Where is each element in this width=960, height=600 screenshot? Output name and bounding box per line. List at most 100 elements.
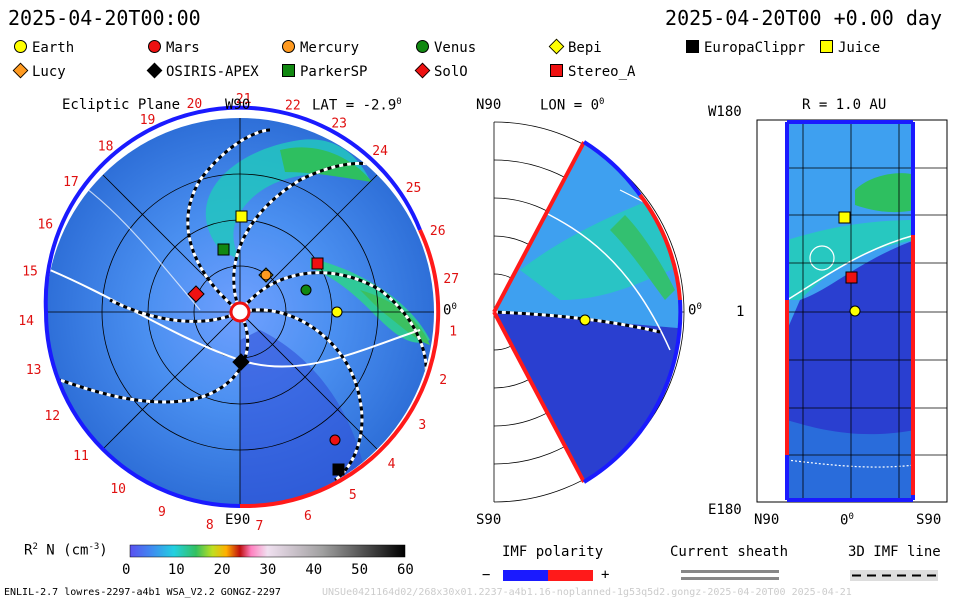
carrington-label: 2 — [439, 373, 447, 388]
ecliptic-right-label: 00 — [443, 302, 457, 319]
meridional-plane-plot — [492, 121, 685, 503]
square-icon — [550, 64, 563, 77]
legend-label: Mars — [166, 40, 200, 56]
legend-item-europaclippr: EuropaClippr — [686, 40, 805, 56]
legend-item-osiris-apex: OSIRIS-APEX — [146, 62, 259, 80]
imf-negative-swatch — [503, 570, 548, 581]
current-sheath-title: Current sheath — [670, 544, 789, 560]
carrington-label: 10 — [110, 482, 126, 497]
juice-marker — [235, 210, 248, 223]
meridional-bottom-label: S90 — [476, 512, 502, 528]
legend-label: Juice — [838, 40, 881, 56]
meridional-top-label: N90 — [476, 97, 502, 113]
carrington-label: 1 — [449, 325, 457, 340]
circle-icon — [14, 40, 27, 53]
meridional-right-label: 00 — [688, 302, 702, 319]
latlon-bottom-left: E180 — [708, 502, 742, 518]
carrington-label: 16 — [37, 217, 53, 232]
carrington-label: 9 — [158, 505, 166, 520]
carrington-label: 12 — [44, 409, 60, 424]
colorbar-tick: 10 — [167, 562, 185, 578]
legend-item-stereo-a: Stereo_A — [550, 64, 635, 80]
earth-marker-meridional — [579, 314, 591, 326]
carrington-label: 24 — [372, 144, 388, 159]
carrington-label: 25 — [406, 181, 422, 196]
model-info: ENLIL-2.7 lowres-2297-a4b1 WSA_V2.2 GONG… — [4, 587, 281, 598]
legend-label: Mercury — [300, 40, 360, 56]
carrington-label: 27 — [443, 272, 459, 287]
carrington-label: 8 — [206, 518, 214, 533]
colorbar-tick: 20 — [213, 562, 231, 578]
legend-item-solo: SolO — [414, 62, 468, 80]
parker-marker — [217, 243, 230, 256]
meridional-title: LON = 00 — [540, 97, 605, 114]
latlon-mid-left: 1 — [736, 304, 745, 320]
latlon-top-left: W180 — [708, 104, 742, 120]
circle-icon — [416, 40, 429, 53]
legend-label: ParkerSP — [300, 64, 368, 80]
legend-label: Earth — [32, 40, 75, 56]
left-timestamp: 2025-04-20T00:00 — [8, 6, 201, 30]
carrington-label: 15 — [22, 264, 38, 279]
latlon-x-right: S90 — [916, 512, 942, 528]
right-timestamp: 2025-04-20T00 +0.00 day — [665, 6, 942, 30]
legend-item-parkersp: ParkerSP — [282, 64, 367, 80]
carrington-label: 3 — [418, 418, 426, 433]
colorbar-tick: 30 — [259, 562, 277, 578]
square-icon — [686, 40, 699, 53]
colorbar-tick: 40 — [305, 562, 323, 578]
imf-polarity-title: IMF polarity — [502, 544, 604, 560]
legend-item-bepi: Bepi — [548, 38, 602, 56]
carrington-label: 20 — [187, 97, 203, 112]
imf-positive-swatch — [548, 570, 593, 581]
imf-line-title: 3D IMF line — [848, 544, 941, 560]
colorbar-tick: 60 — [397, 562, 414, 578]
legend-item-lucy: Lucy — [12, 62, 66, 80]
legend-label: EuropaClippr — [704, 40, 806, 56]
circle-icon — [148, 40, 161, 53]
latlon-x-mid: 00 — [840, 512, 854, 529]
legend-label: Venus — [434, 40, 477, 56]
stereo-a-marker-map — [845, 271, 858, 284]
square-icon — [282, 64, 295, 77]
legend-item-mars: Mars — [148, 40, 200, 56]
stereo-a-marker — [311, 257, 324, 270]
carrington-label: 6 — [304, 509, 312, 524]
carrington-label: 4 — [388, 457, 396, 472]
latlon-x-left: N90 — [754, 512, 780, 528]
imf-plus: + — [601, 567, 610, 583]
circle-icon — [282, 40, 295, 53]
legend-item-venus: Venus — [416, 40, 476, 56]
legend-item-mercury: Mercury — [282, 40, 359, 56]
colorbar-label: R2 N (cm-3) — [24, 542, 108, 559]
carrington-label: 23 — [331, 116, 347, 131]
legend-label: Stereo_A — [568, 64, 636, 80]
run-watermark: UNSUe0421164d02/268x30x01.2237-a4b1.16-n… — [322, 587, 852, 598]
mars-marker — [329, 434, 341, 446]
earth-marker-map — [849, 305, 861, 317]
carrington-label: 17 — [63, 175, 79, 190]
mercury-marker — [260, 269, 272, 281]
imf-line-swatch — [850, 570, 938, 581]
carrington-label: 7 — [255, 519, 263, 534]
carrington-label: 21 — [236, 92, 252, 107]
legend-label: Bepi — [568, 40, 602, 56]
legend-item-earth: Earth — [14, 40, 74, 56]
carrington-label: 19 — [140, 113, 156, 128]
carrington-label: 18 — [98, 139, 114, 154]
colorbar-tick: 50 — [351, 562, 369, 578]
colorbar-tick: 0 — [122, 562, 131, 578]
juice-marker-map — [838, 211, 851, 224]
venus-marker — [300, 284, 312, 296]
imf-minus: − — [482, 567, 491, 583]
earth-marker — [331, 306, 343, 318]
carrington-label: 14 — [18, 314, 34, 329]
osiris-marker — [232, 353, 250, 371]
solo-marker — [187, 285, 205, 303]
latlon-title: R = 1.0 AU — [802, 97, 887, 113]
latlon-map-plot — [756, 119, 948, 503]
carrington-label: 5 — [349, 488, 357, 503]
legend-label: OSIRIS-APEX — [166, 64, 259, 80]
